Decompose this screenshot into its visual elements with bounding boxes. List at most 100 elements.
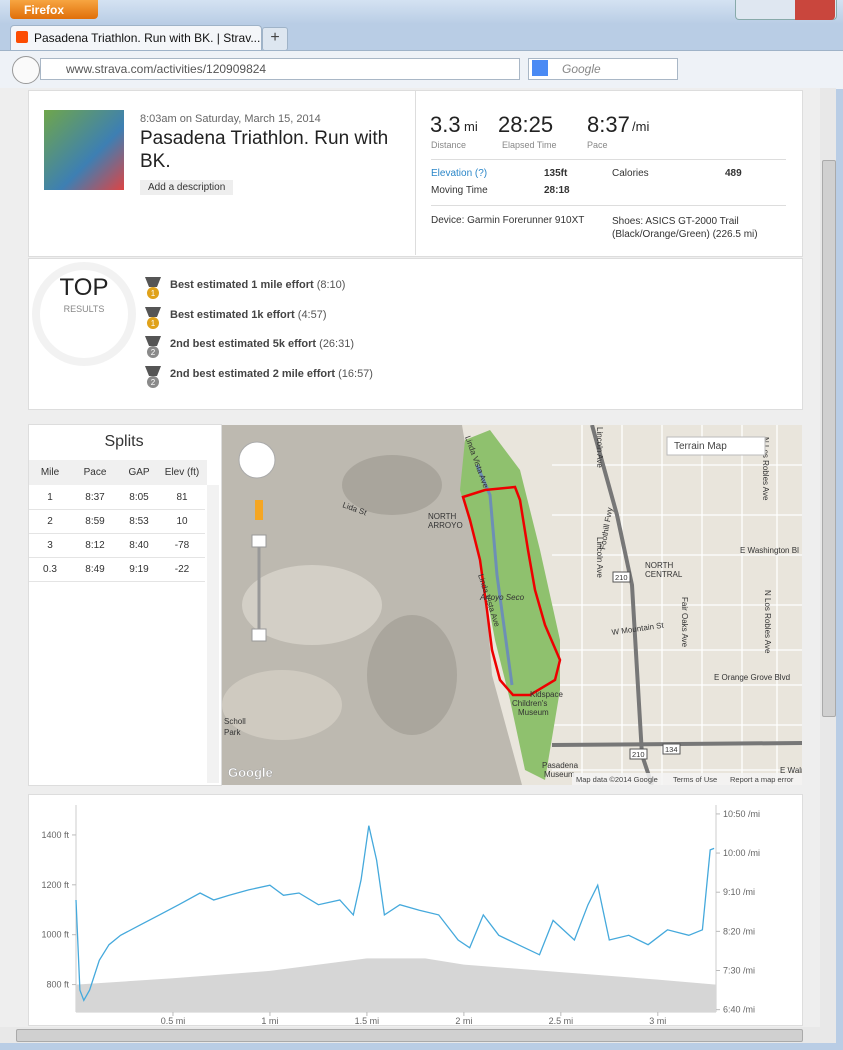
map-label: 134 <box>665 745 678 754</box>
stat-unit: /mi <box>632 119 650 134</box>
map-report[interactable]: Report a map error <box>730 775 794 784</box>
close-button[interactable] <box>795 0 835 20</box>
x-tick-label: 1 mi <box>261 1016 278 1026</box>
stat-label: Elapsed Time <box>502 140 557 150</box>
medal-disc <box>147 316 159 329</box>
map-label: E Orange Grove Blvd <box>714 673 790 682</box>
map-terms[interactable]: Terms of Use <box>673 775 717 784</box>
medal-icon: 1 <box>145 306 161 329</box>
stat-unit: mi <box>464 119 478 134</box>
map-label: Arroyo Seco <box>479 593 525 602</box>
calories-value: 489 <box>725 168 742 179</box>
medal-disc <box>147 376 159 389</box>
map-logo: Google <box>228 765 273 780</box>
x-tick-label: 1.5 mi <box>355 1016 380 1026</box>
stat-value: 8:37 <box>587 112 630 137</box>
street-grid <box>552 425 802 785</box>
map-label: CENTRAL <box>645 570 683 579</box>
splits-row-border <box>29 557 205 558</box>
add-description-button[interactable]: Add a description <box>140 180 234 195</box>
splits-column-header: Mile <box>40 467 60 478</box>
zoom-out[interactable] <box>251 628 267 642</box>
laurel <box>32 262 136 366</box>
search-field[interactable] <box>528 58 678 80</box>
pan-control[interactable] <box>238 441 276 479</box>
y-tick-label: 1000 ft <box>41 930 69 940</box>
splits-header-row <box>29 460 207 485</box>
route-shield <box>612 571 631 583</box>
elevation-label[interactable]: Elevation (?) <box>431 168 488 179</box>
splits-cell: 8:53 <box>129 516 149 527</box>
splits-column-header: Elev (ft) <box>164 467 200 478</box>
new-tab-button[interactable]: + <box>262 27 288 51</box>
result-time: (16:57) <box>338 368 373 381</box>
search-engine-icon <box>532 60 548 76</box>
result-name: 2nd best estimated 5k effort <box>170 338 317 351</box>
shoes: Shoes: ASICS GT-2000 Trail (Black/Orange… <box>612 216 758 240</box>
medal-ribbon <box>145 306 161 317</box>
map-label: N Los Robles Ave <box>761 437 770 501</box>
y2-tick-label: 9:10 /mi <box>723 887 755 897</box>
y2-tick-label: 8:20 /mi <box>723 926 755 936</box>
tab[interactable] <box>10 25 262 51</box>
splits-cell: 8:59 <box>85 516 105 527</box>
pegman[interactable] <box>255 500 263 520</box>
scrollbar-thumb-h[interactable] <box>16 1029 803 1042</box>
tab-icon <box>16 31 28 43</box>
result: 2nd best estimated 2 mile effort (16:57) <box>170 368 373 380</box>
y-tick-label: 1200 ft <box>41 880 69 890</box>
medal-rank: 2 <box>151 378 156 387</box>
medal-ribbon <box>145 366 161 377</box>
splits-cell: 8:49 <box>85 564 105 575</box>
freeway <box>590 425 654 785</box>
map-label: NORTH <box>645 561 674 570</box>
medal-rank: 1 <box>151 319 156 328</box>
result: 2nd best estimated 5k effort (26:31) <box>170 338 354 350</box>
map-label: Pasadena <box>542 761 579 770</box>
y2-tick-label: 10:50 /mi <box>723 809 760 819</box>
stat-label: Pace <box>587 140 608 150</box>
map-label: 210 <box>632 750 645 759</box>
splits-cell: 8:37 <box>85 492 105 503</box>
medal-rank: 2 <box>151 348 156 357</box>
splits-cell: 9:19 <box>129 564 149 575</box>
splits-cell: 81 <box>176 492 188 503</box>
back-button[interactable] <box>12 56 40 84</box>
splits-row-border <box>29 581 205 582</box>
result-name: Best estimated 1 mile effort <box>170 279 314 291</box>
map-label: ARROYO <box>428 521 463 530</box>
map-label: NORTH <box>428 512 457 521</box>
medal-icon: 1 <box>145 277 161 299</box>
title-bar <box>0 0 843 24</box>
elevation-pace-chart: 800 ft 1000 ft 1200 ft 1400 ft 6:40 /mi 7:30 … <box>41 805 760 1026</box>
tab-title: Pasadena Triathlon. Run with BK. | Strav… <box>34 31 261 45</box>
splits-cell: 3 <box>47 540 53 551</box>
map-type-button[interactable] <box>666 436 766 456</box>
app-button[interactable] <box>10 0 98 19</box>
moving-time-label: Moving Time <box>431 185 488 196</box>
splits-row-border <box>29 533 205 534</box>
stat-value: 3.3 <box>430 112 461 137</box>
splits-cell: 8:12 <box>85 540 105 551</box>
splits-cell: -78 <box>174 540 190 551</box>
medal: 2 <box>143 364 163 390</box>
medal-rank: 1 <box>151 289 156 298</box>
pace-line <box>75 825 715 1002</box>
splits-cell: 8:40 <box>129 540 149 551</box>
result-time: (26:31) <box>319 338 355 351</box>
terrain <box>342 455 442 515</box>
divider <box>415 90 416 255</box>
x-tick-label: 2.5 mi <box>549 1016 574 1026</box>
url-field[interactable] <box>40 58 520 80</box>
zoom-in[interactable] <box>251 534 267 548</box>
map-label: Fair Oaks Ave <box>680 597 689 648</box>
splits-scrollbar <box>207 485 219 783</box>
scrollbar-thumb-v[interactable] <box>822 160 836 717</box>
url: www.strava.com/activities/120909824 <box>66 62 267 76</box>
x-tick-label: 0.5 mi <box>161 1016 186 1026</box>
elevation-value: 135ft <box>544 168 568 179</box>
app-button-label: Firefox <box>24 3 65 17</box>
